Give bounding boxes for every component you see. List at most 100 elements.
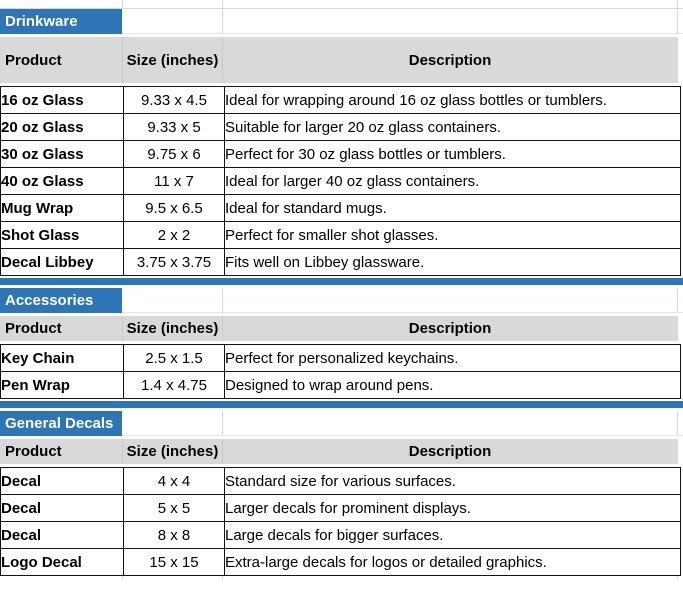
section-accessories: Accessories Product Size (inches) Descri…	[0, 278, 683, 399]
cell-product[interactable]: Shot Glass	[0, 221, 124, 249]
table-row: Key Chain 2.5 x 1.5 Perfect for personaliz…	[0, 344, 681, 372]
section-title-cell[interactable]: Drinkware	[0, 9, 122, 34]
section-title-row: Drinkware	[0, 9, 683, 34]
cell-product[interactable]: 20 oz Glass	[0, 113, 124, 141]
cell-size[interactable]: 2.5 x 1.5	[123, 344, 225, 372]
cell-product[interactable]: Decal	[0, 494, 124, 522]
cell-product[interactable]: 30 oz Glass	[0, 140, 124, 168]
table-row: Decal Libbey 3.75 x 3.75 Fits well on Libb…	[0, 248, 681, 276]
cell-description[interactable]: Fits well on Libbey glassware.	[224, 248, 681, 276]
table-body: 16 oz Glass 9.33 x 4.5 Ideal for wrapping …	[0, 86, 681, 276]
table-row: Pen Wrap 1.4 x 4.75 Designed to wrap aroun…	[0, 371, 681, 399]
cell-description[interactable]: Perfect for 30 oz glass bottles or tumbl…	[224, 140, 681, 168]
gridline-vertical	[222, 288, 223, 312]
column-header-size[interactable]: Size (inches)	[122, 316, 222, 341]
section-title-row: Accessories	[0, 288, 683, 313]
cell-description[interactable]: Ideal for larger 40 oz glass containers.	[224, 167, 681, 195]
column-header-description[interactable]: Description	[222, 439, 677, 464]
cell-product[interactable]: 16 oz Glass	[0, 86, 124, 114]
gridline-vertical	[222, 576, 223, 580]
products-table: 16 oz Glass 9.33 x 4.5 Ideal for wrapping …	[0, 86, 681, 276]
column-header-description[interactable]: Description	[222, 316, 677, 341]
cell-size[interactable]: 8 x 8	[123, 521, 225, 549]
column-header-row: Product Size (inches) Description	[0, 316, 683, 341]
section-title-text: General Decals	[5, 415, 114, 432]
gridline-vertical	[122, 0, 123, 8]
section-title-rest	[122, 288, 683, 313]
section-title-rest	[122, 9, 683, 34]
header-sliver	[677, 439, 683, 464]
table-body: Key Chain 2.5 x 1.5 Perfect for personaliz…	[0, 344, 681, 399]
column-header-size[interactable]: Size (inches)	[122, 37, 222, 83]
cell-product[interactable]: Decal	[0, 521, 124, 549]
cell-size[interactable]: 2 x 2	[123, 221, 225, 249]
cell-description[interactable]: Designed to wrap around pens.	[224, 371, 681, 399]
cell-product[interactable]: Pen Wrap	[0, 371, 124, 399]
table-row: 40 oz Glass 11 x 7 Ideal for larger 40 oz …	[0, 167, 681, 195]
cell-size[interactable]: 9.33 x 4.5	[123, 86, 225, 114]
gridline-strip-top	[0, 0, 683, 9]
section-title-text: Accessories	[5, 292, 94, 309]
cell-description[interactable]: Standard size for various surfaces.	[224, 467, 681, 495]
header-sliver	[677, 37, 683, 83]
column-header-description[interactable]: Description	[222, 37, 677, 83]
cell-description[interactable]: Large decals for bigger surfaces.	[224, 521, 681, 549]
section-title-row: General Decals	[0, 411, 683, 436]
gridline-vertical	[677, 576, 678, 580]
table-row: Shot Glass 2 x 2 Perfect for smaller shot …	[0, 221, 681, 249]
sections-container: Drinkware Product Size (inches) Descript…	[0, 9, 683, 576]
cell-description[interactable]: Ideal for standard mugs.	[224, 194, 681, 222]
cell-description[interactable]: Perfect for smaller shot glasses.	[224, 221, 681, 249]
table-row: Mug Wrap 9.5 x 6.5 Ideal for standard mugs…	[0, 194, 681, 222]
table-row: 16 oz Glass 9.33 x 4.5 Ideal for wrapping …	[0, 86, 681, 114]
cell-size[interactable]: 1.4 x 4.75	[123, 371, 225, 399]
cell-product[interactable]: Mug Wrap	[0, 194, 124, 222]
cell-product[interactable]: Logo Decal	[0, 548, 124, 576]
cell-product[interactable]: Decal	[0, 467, 124, 495]
table-body: Decal 4 x 4 Standard size for various surf…	[0, 467, 681, 576]
cell-description[interactable]: Ideal for wrapping around 16 oz glass bo…	[224, 86, 681, 114]
gridline-vertical	[222, 0, 223, 8]
cell-size[interactable]: 3.75 x 3.75	[123, 248, 225, 276]
cell-product[interactable]: 40 oz Glass	[0, 167, 124, 195]
table-row: 30 oz Glass 9.75 x 6 Perfect for 30 oz gla…	[0, 140, 681, 168]
cell-size[interactable]: 11 x 7	[123, 167, 225, 195]
products-table: Key Chain 2.5 x 1.5 Perfect for personaliz…	[0, 344, 681, 399]
table-row: Decal 4 x 4 Standard size for various surf…	[0, 467, 681, 495]
cell-size[interactable]: 15 x 15	[123, 548, 225, 576]
column-header-size[interactable]: Size (inches)	[122, 439, 222, 464]
products-table: Decal 4 x 4 Standard size for various surf…	[0, 467, 681, 576]
section-general-decals: General Decals Product Size (inches) Des…	[0, 401, 683, 576]
cell-description[interactable]: Perfect for personalized keychains.	[224, 344, 681, 372]
column-header-row: Product Size (inches) Description	[0, 439, 683, 464]
column-header-product[interactable]: Product	[0, 37, 122, 83]
section-title-text: Drinkware	[5, 13, 78, 30]
column-header-product[interactable]: Product	[0, 439, 122, 464]
gridline-vertical	[122, 576, 123, 580]
section-divider	[0, 401, 683, 408]
cell-size[interactable]: 9.75 x 6	[123, 140, 225, 168]
table-row: Logo Decal 15 x 15 Extra-large decals for …	[0, 548, 681, 576]
section-title-rest	[122, 411, 683, 436]
column-header-product[interactable]: Product	[0, 316, 122, 341]
cell-description[interactable]: Suitable for larger 20 oz glass containe…	[224, 113, 681, 141]
cell-size[interactable]: 9.5 x 6.5	[123, 194, 225, 222]
section-drinkware: Drinkware Product Size (inches) Descript…	[0, 9, 683, 276]
column-header-row: Product Size (inches) Description	[0, 37, 683, 83]
section-title-cell[interactable]: Accessories	[0, 288, 122, 313]
cell-size[interactable]: 5 x 5	[123, 494, 225, 522]
cell-size[interactable]: 9.33 x 5	[123, 113, 225, 141]
table-row: Decal 8 x 8 Large decals for bigger surfac…	[0, 521, 681, 549]
gridline-vertical	[222, 411, 223, 435]
section-title-cell[interactable]: General Decals	[0, 411, 122, 436]
cell-size[interactable]: 4 x 4	[123, 467, 225, 495]
cell-description[interactable]: Larger decals for prominent displays.	[224, 494, 681, 522]
gridline-vertical	[222, 9, 223, 33]
header-sliver	[677, 316, 683, 341]
gridline-vertical	[677, 0, 678, 8]
cell-description[interactable]: Extra-large decals for logos or detailed…	[224, 548, 681, 576]
cell-product[interactable]: Decal Libbey	[0, 248, 124, 276]
cell-product[interactable]: Key Chain	[0, 344, 124, 372]
gridline-vertical	[677, 411, 678, 435]
